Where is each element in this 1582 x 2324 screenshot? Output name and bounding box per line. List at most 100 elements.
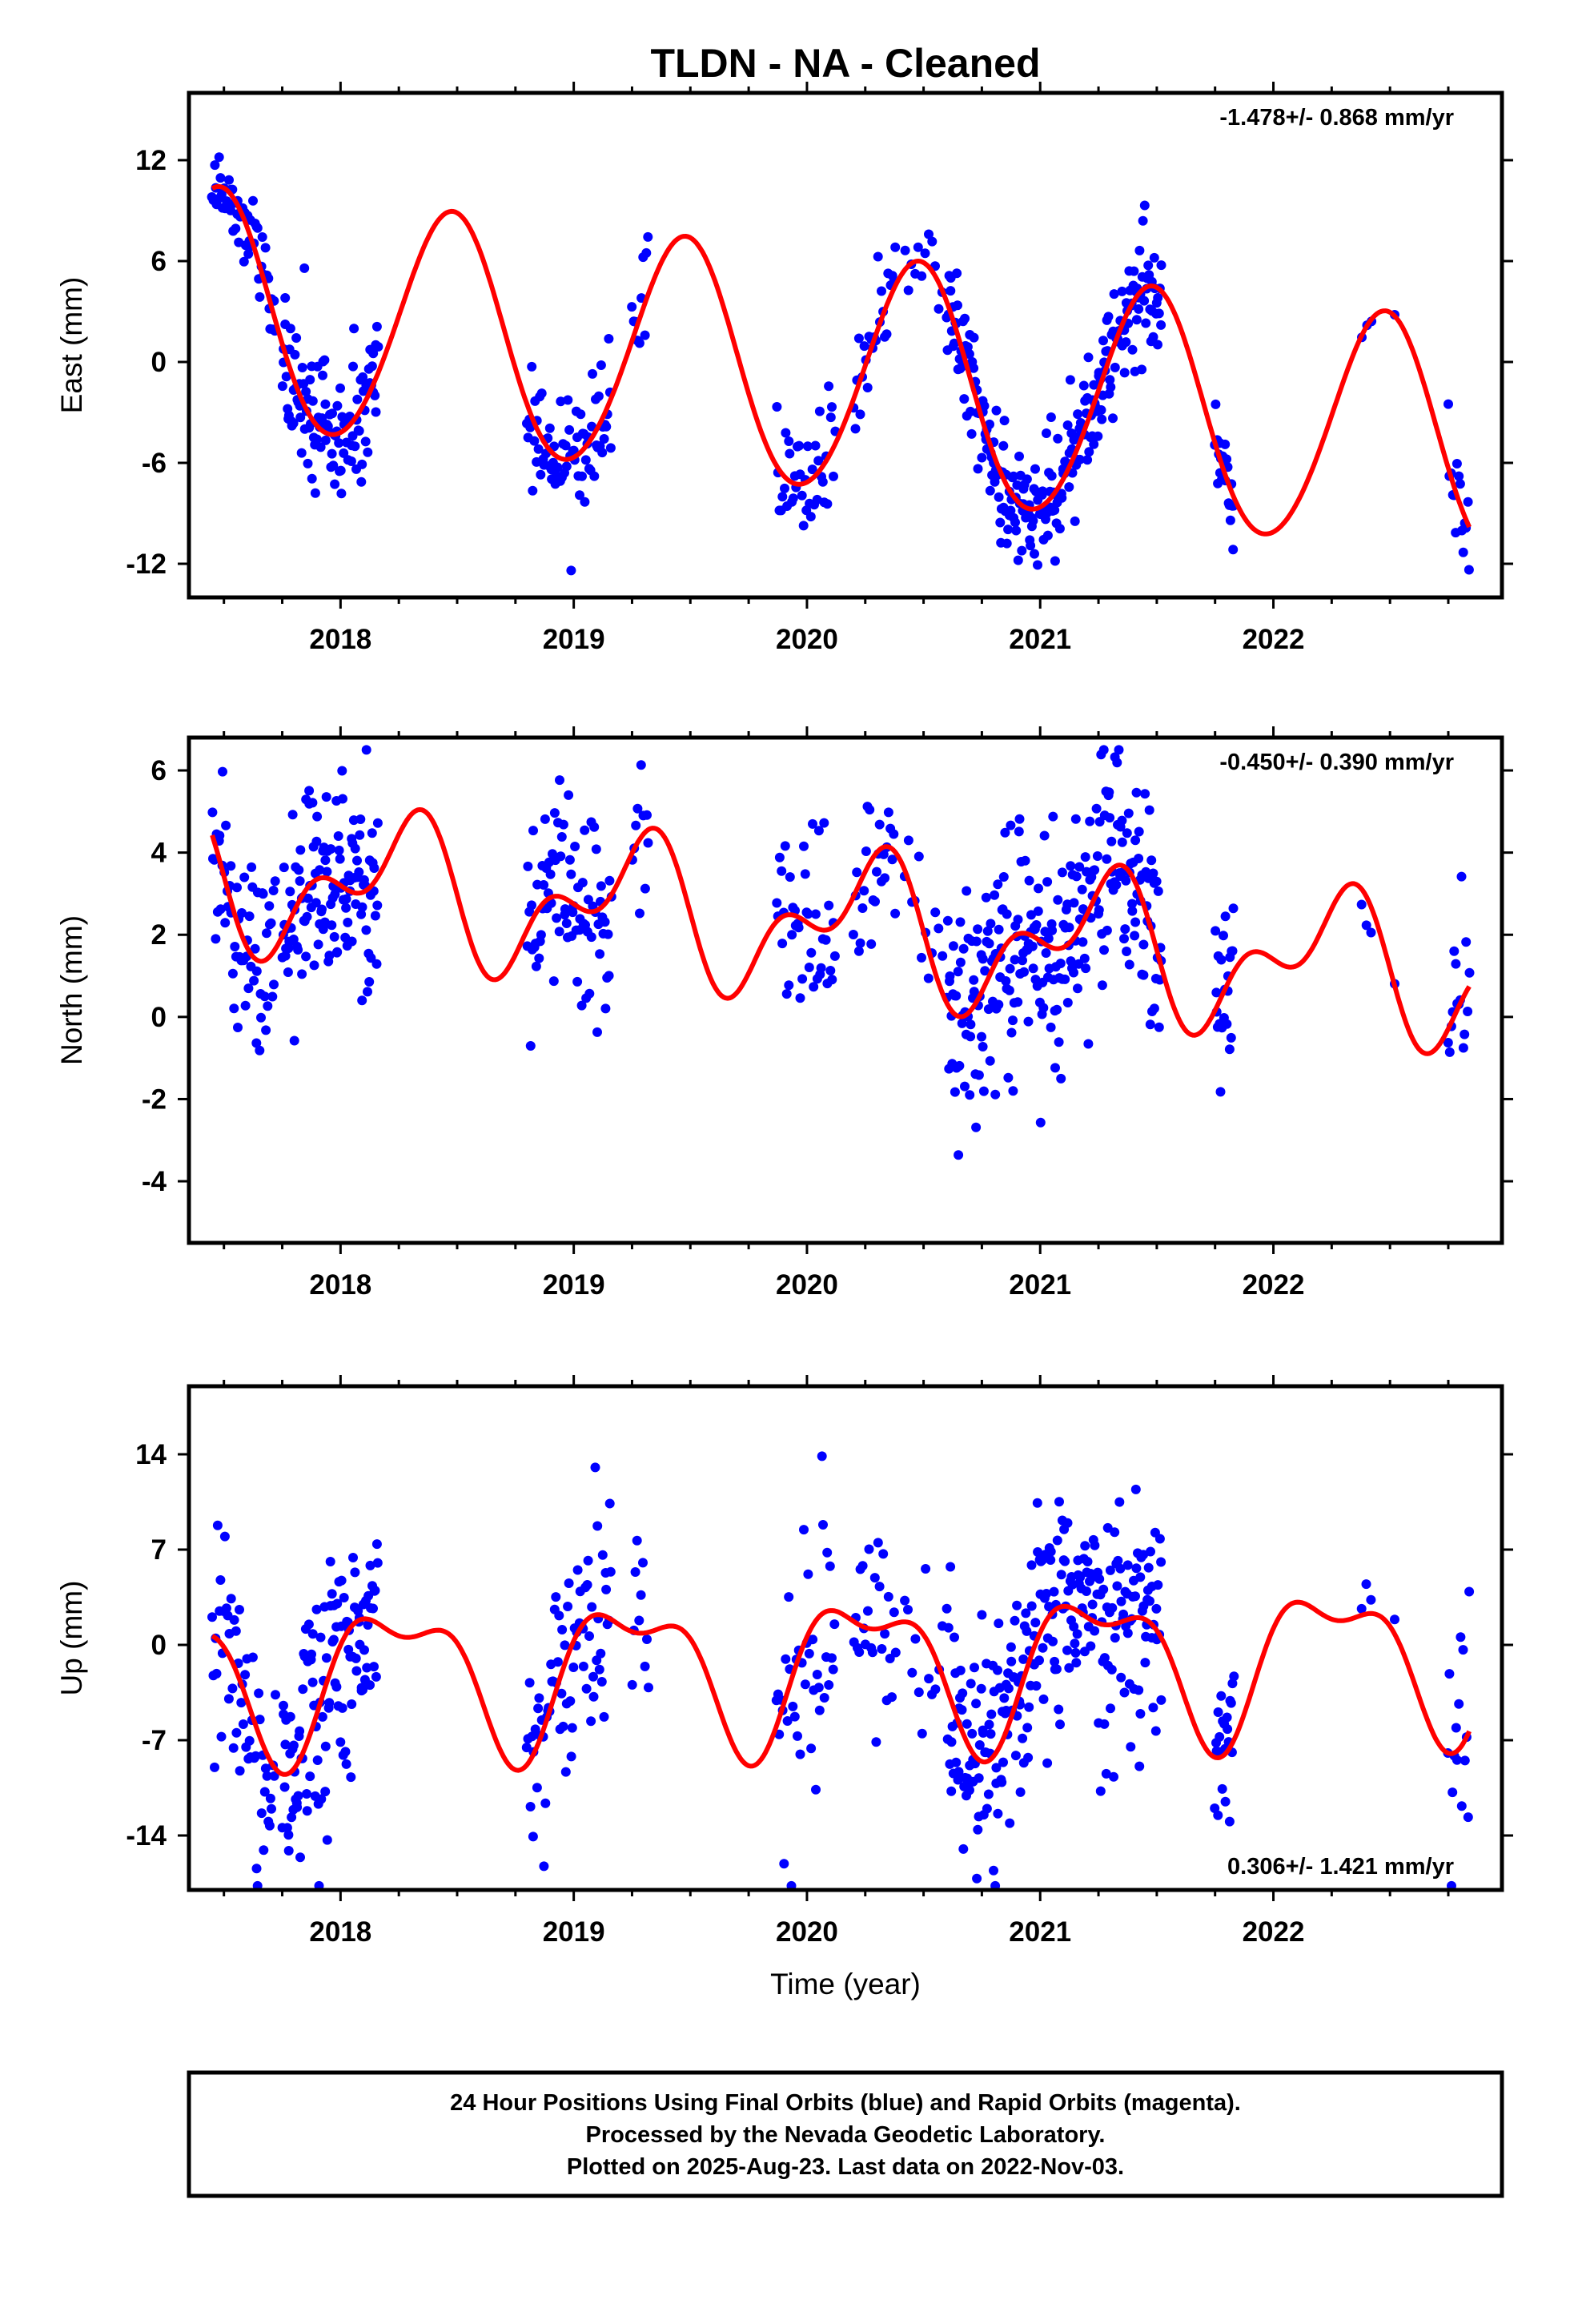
data-point bbox=[1139, 200, 1150, 211]
data-point bbox=[369, 1662, 379, 1672]
data-point bbox=[1008, 1086, 1018, 1096]
data-point bbox=[1078, 937, 1088, 947]
data-point bbox=[301, 951, 311, 962]
data-point bbox=[1463, 497, 1473, 507]
data-point bbox=[316, 1794, 327, 1804]
data-point bbox=[878, 849, 889, 859]
data-point bbox=[527, 361, 537, 372]
data-point bbox=[1010, 1615, 1020, 1626]
data-point bbox=[1022, 1723, 1033, 1733]
east-panel: 2018 2019 2020 2021 2022 -12 -6 0 6 12 East (mm) -1… bbox=[55, 82, 1513, 655]
data-point bbox=[226, 861, 236, 871]
data-point bbox=[335, 465, 346, 476]
data-point bbox=[1154, 308, 1164, 319]
data-point bbox=[969, 332, 979, 343]
data-point bbox=[780, 841, 790, 851]
north-panel: 2018 2019 2020 2021 2022 -4 -2 0 2 4 6 North (mm) -0… bbox=[55, 726, 1513, 1301]
data-point bbox=[973, 1824, 983, 1835]
data-point bbox=[1087, 1599, 1098, 1610]
data-point bbox=[257, 232, 267, 242]
data-point bbox=[989, 1865, 998, 1876]
data-point bbox=[341, 894, 351, 904]
data-point bbox=[924, 229, 934, 239]
data-point bbox=[781, 1654, 791, 1664]
data-point bbox=[263, 1001, 273, 1011]
data-point bbox=[1047, 925, 1058, 935]
data-point bbox=[330, 479, 340, 489]
data-point bbox=[788, 493, 798, 504]
data-point bbox=[370, 390, 380, 400]
data-point bbox=[976, 1683, 986, 1694]
data-point bbox=[636, 1590, 646, 1600]
data-point bbox=[313, 939, 323, 950]
data-point bbox=[214, 152, 224, 163]
data-point bbox=[1130, 1591, 1140, 1602]
data-point bbox=[1022, 474, 1032, 485]
data-point bbox=[1082, 1586, 1091, 1596]
data-point bbox=[946, 1737, 957, 1747]
data-point bbox=[236, 1698, 247, 1708]
data-point bbox=[867, 1647, 877, 1658]
data-point bbox=[1064, 1663, 1074, 1673]
data-point bbox=[946, 1786, 957, 1796]
data-point bbox=[1216, 1691, 1227, 1701]
data-point bbox=[627, 1679, 637, 1690]
data-point bbox=[361, 925, 371, 935]
data-point bbox=[347, 1699, 357, 1709]
data-point bbox=[265, 1793, 275, 1803]
data-point bbox=[817, 1451, 827, 1462]
footer-line-3: Plotted on 2025-Aug-23. Last data on 202… bbox=[567, 2154, 1124, 2180]
data-point bbox=[366, 953, 376, 963]
data-point bbox=[985, 419, 994, 429]
data-point bbox=[1031, 1681, 1042, 1691]
x-tick-label: 2018 bbox=[309, 1269, 371, 1301]
data-point bbox=[828, 1664, 838, 1675]
data-point bbox=[1027, 941, 1038, 951]
data-point bbox=[283, 1830, 294, 1840]
data-point bbox=[1020, 855, 1030, 866]
data-point bbox=[596, 1648, 606, 1659]
data-point bbox=[293, 1791, 303, 1801]
data-point bbox=[857, 903, 868, 913]
data-point bbox=[1102, 925, 1112, 935]
data-point bbox=[1137, 364, 1147, 375]
data-point bbox=[1017, 545, 1027, 556]
data-point bbox=[577, 878, 588, 888]
data-point bbox=[1003, 1683, 1014, 1694]
data-point bbox=[303, 458, 313, 468]
data-point bbox=[575, 490, 584, 501]
data-point bbox=[1447, 1787, 1458, 1798]
data-point bbox=[288, 1740, 299, 1751]
data-point bbox=[1447, 1880, 1456, 1890]
data-point bbox=[251, 1038, 262, 1048]
data-point bbox=[1112, 1581, 1122, 1591]
data-point bbox=[825, 966, 836, 975]
x-tick-label: 2021 bbox=[1009, 1916, 1071, 1948]
data-point bbox=[1013, 915, 1023, 925]
data-point bbox=[211, 1668, 222, 1679]
data-point bbox=[372, 1558, 383, 1568]
data-point bbox=[951, 1757, 962, 1767]
data-point bbox=[1458, 1645, 1468, 1655]
data-point bbox=[348, 361, 358, 372]
data-point bbox=[1028, 516, 1038, 526]
data-point bbox=[590, 1462, 600, 1473]
data-point bbox=[1056, 1570, 1066, 1580]
data-point bbox=[1051, 1664, 1062, 1675]
x-tick-label: 2019 bbox=[543, 624, 605, 655]
data-point bbox=[813, 826, 824, 836]
data-point bbox=[1149, 1003, 1159, 1014]
data-point bbox=[1096, 405, 1106, 415]
data-point bbox=[855, 409, 865, 420]
data-point bbox=[1226, 1032, 1236, 1043]
data-point bbox=[1060, 974, 1070, 984]
data-point bbox=[523, 861, 533, 871]
data-point bbox=[1083, 1039, 1094, 1049]
data-point bbox=[808, 818, 817, 829]
data-point bbox=[880, 873, 890, 883]
data-point bbox=[303, 1619, 314, 1630]
data-point bbox=[930, 907, 941, 918]
data-point bbox=[1135, 1572, 1146, 1582]
data-point bbox=[824, 1680, 834, 1690]
